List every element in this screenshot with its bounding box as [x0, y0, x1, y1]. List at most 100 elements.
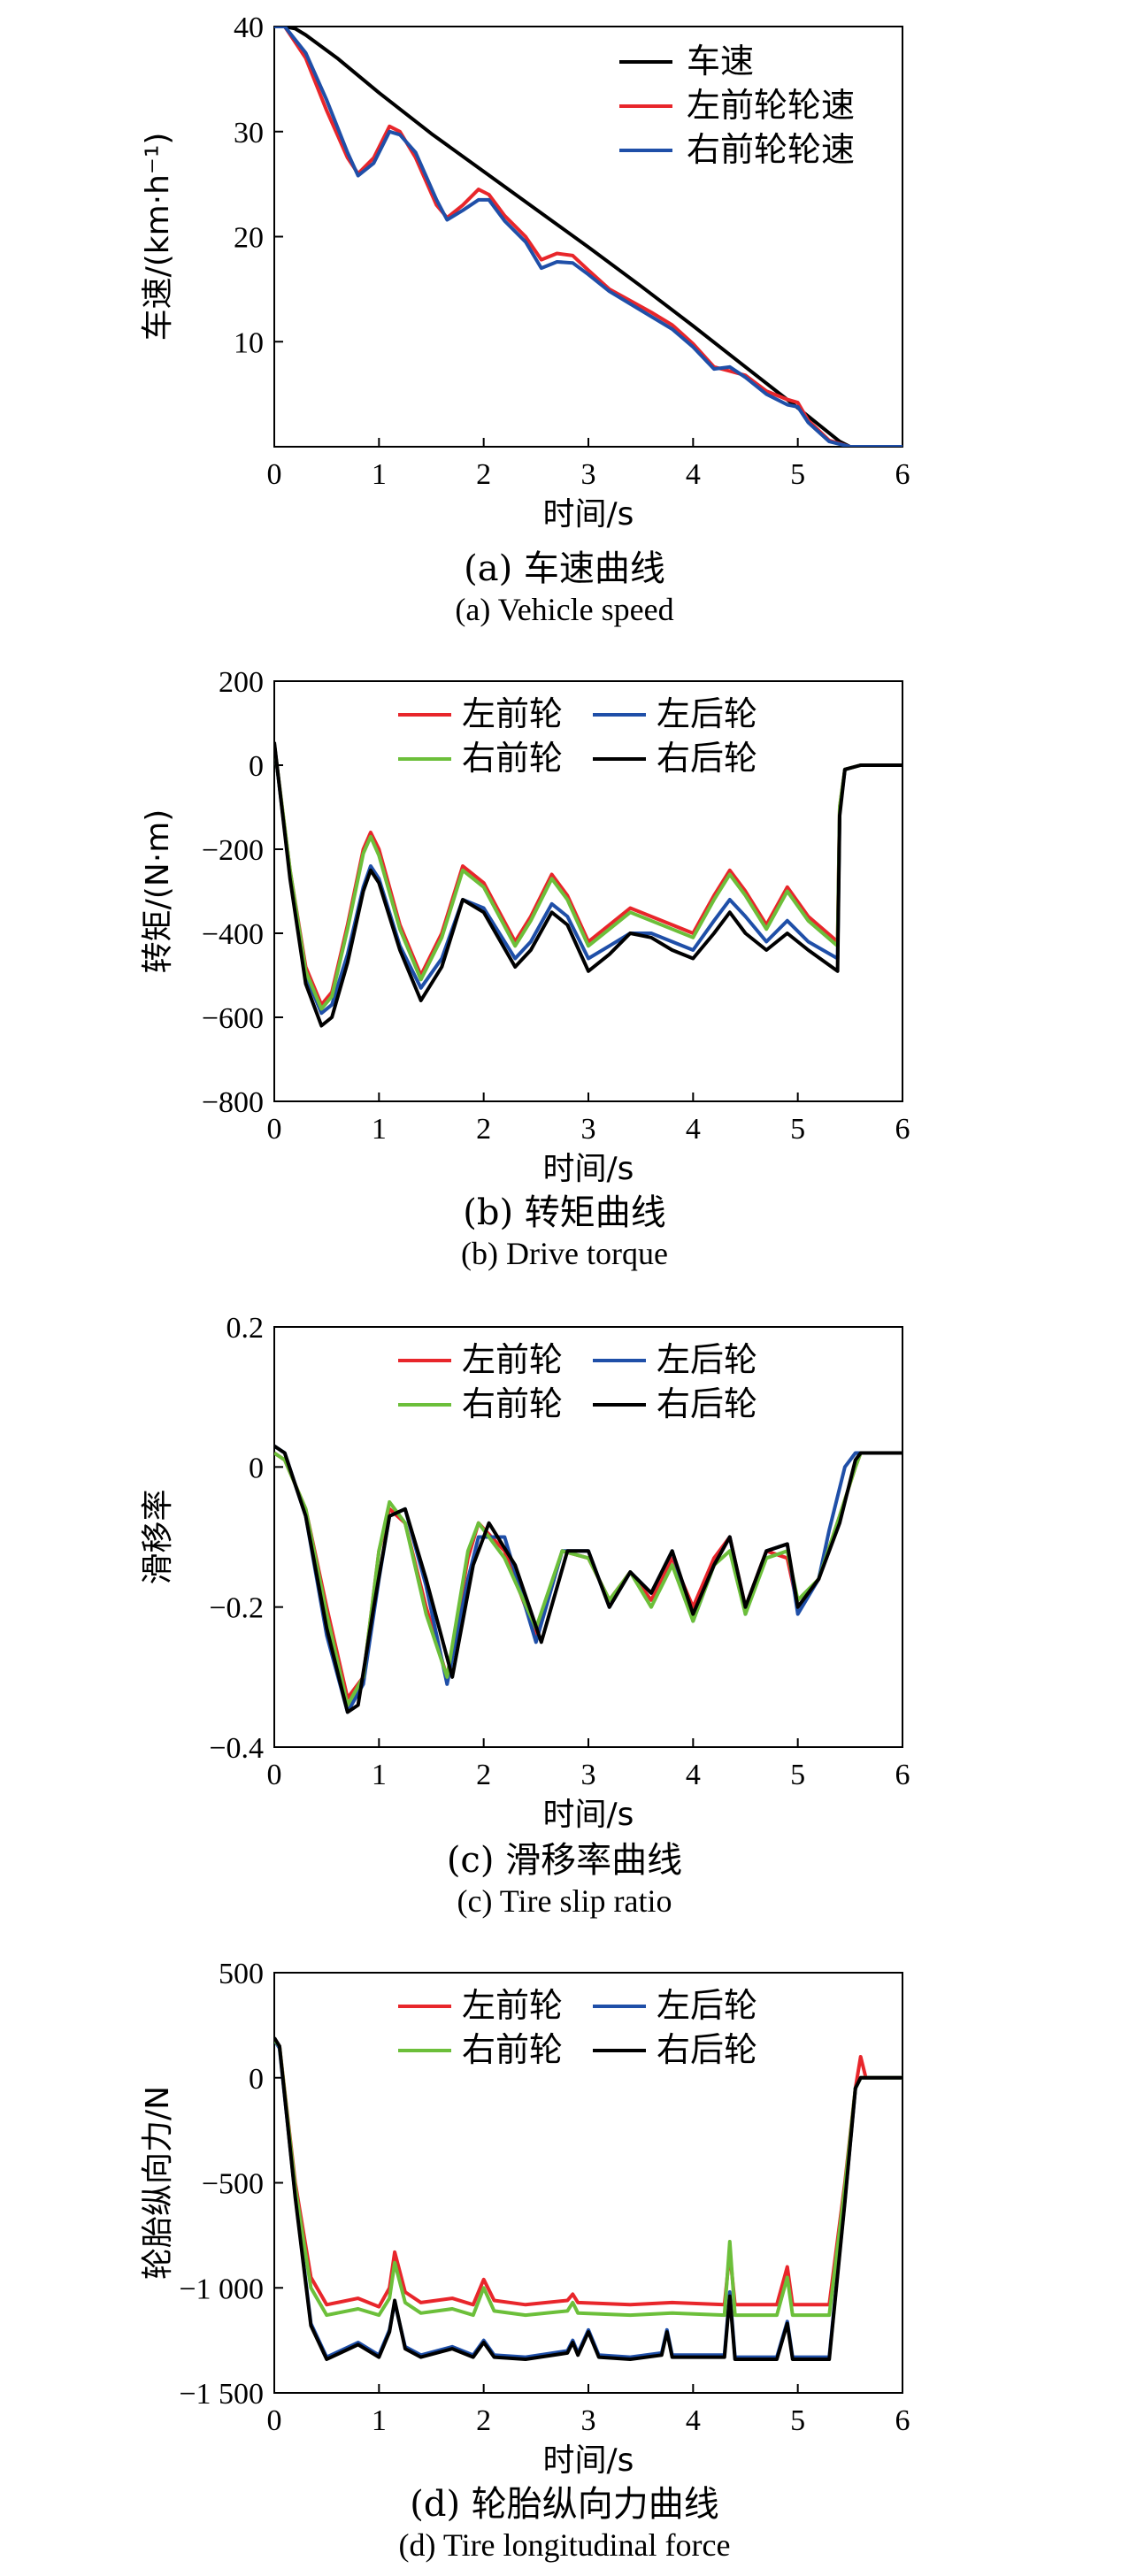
- x-tick-label: 2: [476, 2404, 491, 2437]
- caption-en: (a) Vehicle speed: [455, 592, 674, 627]
- series-group: [274, 2036, 902, 2361]
- x-tick-label: 2: [476, 1759, 491, 1791]
- x-tick-label: 3: [581, 458, 596, 491]
- legend-label: 右前轮: [462, 2030, 563, 2069]
- series-line-2: [274, 744, 902, 1011]
- legend-label: 右前轮轮速: [687, 130, 855, 169]
- legend-label: 左前轮: [462, 1986, 563, 2025]
- chart-panel-tire-slip-ratio: 0 1 2 3 4 5 6 −0.4 −0.2 0 0.2 时间/s 滑移率 左前轮 左后轮右前轮 右后轮 (…: [0, 1300, 1129, 1946]
- x-tick-label: 4: [686, 2404, 701, 2437]
- x-tick-label: 0: [267, 2404, 282, 2437]
- chart-panel-tire-longitudinal-force: 0 1 2 3 4 5 6 −1 500 −1 000 −500 0 500 时间/s 轮胎纵向力/N 左前…: [0, 1946, 1129, 2576]
- y-tick-label: 10: [234, 326, 264, 359]
- x-tick-label: 0: [267, 1113, 282, 1146]
- legend-label: 左前轮: [462, 1340, 563, 1379]
- x-tick-label: 1: [372, 2404, 387, 2437]
- x-axis-label: 时间/s: [543, 1151, 634, 1187]
- series-line-2: [274, 2038, 902, 2318]
- x-tick-label: 3: [581, 2404, 596, 2437]
- legend-label: 右后轮: [657, 2030, 757, 2069]
- y-axis-label: 车速/(km·h⁻¹): [140, 133, 176, 341]
- x-tick-label: 3: [581, 1113, 596, 1146]
- legend-label: 右后轮: [657, 739, 757, 778]
- y-tick-label: 40: [234, 12, 264, 44]
- chart-panel-drive-torque: 0 1 2 3 4 5 6 −800 −600 −400 −200 0 200 时间/s 转矩/(N·m) 左…: [0, 655, 1129, 1300]
- series-line-0: [274, 1451, 902, 1700]
- y-axis-label: 滑移率: [140, 1489, 176, 1584]
- x-axis-label: 时间/s: [543, 2442, 634, 2479]
- y-tick-label: −1 500: [179, 2378, 264, 2411]
- x-tick-label: 2: [476, 1113, 491, 1146]
- y-tick-label: 30: [234, 117, 264, 150]
- legend-label: 车速: [687, 42, 754, 80]
- caption-zh: (a) 车速曲线: [464, 548, 665, 589]
- x-tick-label: 6: [895, 458, 910, 491]
- legend-label: 左后轮: [657, 1340, 757, 1379]
- x-tick-label: 0: [267, 458, 282, 491]
- series-group: [274, 741, 902, 1028]
- y-tick-label: −600: [202, 1002, 264, 1035]
- plot-frame: [273, 680, 903, 1102]
- x-tick-label: 0: [267, 1759, 282, 1791]
- y-tick-label: −0.4: [209, 1732, 264, 1765]
- y-tick-label: 0: [249, 750, 264, 783]
- caption-en: (b) Drive torque: [461, 1236, 668, 1271]
- y-tick-label: −500: [202, 2168, 264, 2201]
- y-tick-label: 0: [249, 2063, 264, 2096]
- x-tick-label: 4: [686, 1759, 701, 1791]
- chart-drive-torque: 0 1 2 3 4 5 6 −800 −600 −400 −200 0 200 时间/s 转矩/(N·m) 左…: [140, 666, 910, 1187]
- x-tick-label: 3: [581, 1759, 596, 1791]
- series-line-3: [274, 2036, 902, 2361]
- x-tick-label: 2: [476, 458, 491, 491]
- chart-vehicle-speed: 0 1 2 3 4 5 6 10 20 30 40 时间/s 车速/(km·h⁻¹) 车速左前轮轮速右前轮…: [140, 12, 910, 533]
- series-group: [274, 1444, 902, 1714]
- x-axis-label: 时间/s: [543, 496, 634, 533]
- series-line-2: [274, 27, 902, 447]
- series-line-3: [274, 741, 902, 1028]
- y-tick-label: −0.2: [209, 1592, 264, 1625]
- caption-zh: (b) 转矩曲线: [463, 1192, 666, 1233]
- series-group: [274, 27, 902, 447]
- y-axis-label: 轮胎纵向力/N: [140, 2086, 176, 2280]
- legend-label: 左后轮: [657, 1986, 757, 2025]
- x-tick-label: 5: [790, 1759, 805, 1791]
- chart-panel-vehicle-speed: 0 1 2 3 4 5 6 10 20 30 40 时间/s 车速/(km·h⁻¹) 车速 左前轮轮速 右前轮…: [0, 0, 1129, 655]
- x-tick-label: 5: [790, 2404, 805, 2437]
- series-line-1: [274, 2038, 902, 2359]
- legend-label: 右后轮: [657, 1384, 757, 1423]
- legend-label: 右前轮: [462, 739, 563, 778]
- x-tick-label: 1: [372, 1759, 387, 1791]
- x-tick-label: 4: [686, 1113, 701, 1146]
- series-line-0: [274, 2038, 902, 2309]
- caption-zh: (c) 滑移率曲线: [446, 1840, 683, 1881]
- caption-en: (c) Tire slip ratio: [457, 1883, 672, 1919]
- x-tick-label: 6: [895, 1759, 910, 1791]
- y-tick-label: 200: [219, 666, 264, 699]
- y-tick-label: −200: [202, 834, 264, 867]
- y-tick-label: 0: [249, 1452, 264, 1484]
- y-tick-label: −1 000: [179, 2273, 264, 2305]
- y-axis-label: 转矩/(N·m): [140, 809, 176, 974]
- x-tick-label: 4: [686, 458, 701, 491]
- x-tick-label: 5: [790, 1113, 805, 1146]
- legend-label: 左前轮: [462, 694, 563, 733]
- x-tick-label: 6: [895, 2404, 910, 2437]
- series-line-1: [274, 27, 902, 447]
- x-tick-label: 1: [372, 1113, 387, 1146]
- legend-label: 右前轮: [462, 1384, 563, 1423]
- caption-zh: (d) 轮胎纵向力曲线: [410, 2484, 719, 2525]
- caption-en: (d) Tire longitudinal force: [398, 2527, 731, 2563]
- x-axis-label: 时间/s: [543, 1797, 634, 1833]
- legend-label: 左后轮: [657, 694, 757, 733]
- y-tick-label: −800: [202, 1086, 264, 1119]
- y-tick-label: 0.2: [227, 1312, 265, 1345]
- series-line-3: [274, 1444, 902, 1714]
- series-line-1: [274, 1444, 902, 1714]
- series-line-0: [274, 27, 902, 447]
- legend-label: 左前轮轮速: [687, 86, 855, 125]
- y-tick-label: 20: [234, 222, 264, 255]
